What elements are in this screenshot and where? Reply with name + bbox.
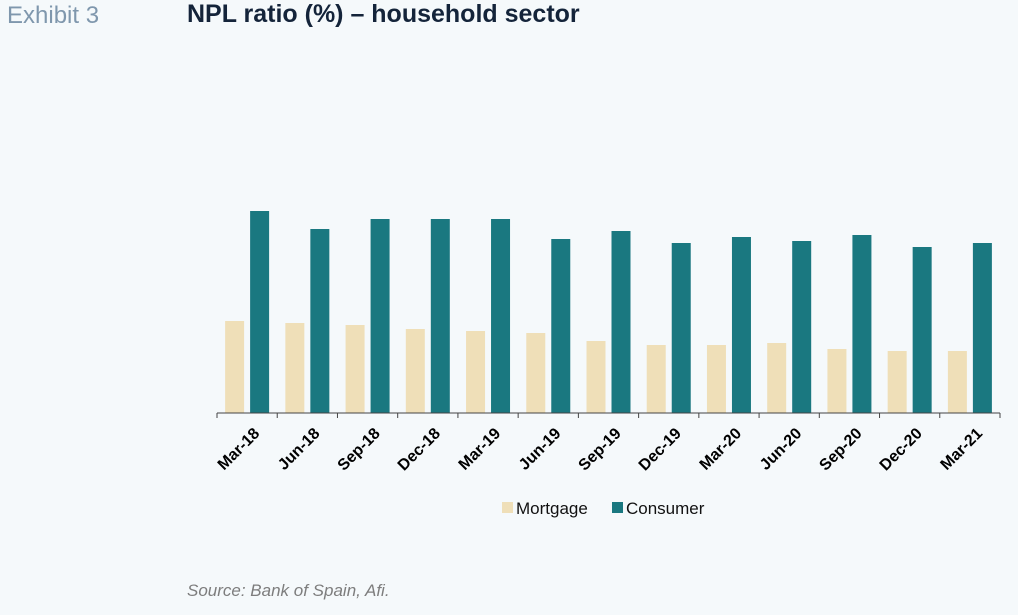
x-tick-label: Jun-20 <box>757 425 806 474</box>
x-tick-labels: Mar-18 Jun-18 Sep-18 Dec-18 Mar-19 Jun-19 Sep-… <box>215 425 986 474</box>
bar-mortgage-mar-19 <box>466 331 486 413</box>
exhibit-label: Exhibit 3 <box>7 2 100 29</box>
x-tick-label: Sep-20 <box>816 425 865 474</box>
x-tick-label: Mar-19 <box>456 425 505 474</box>
bar-consumer-dec-20 <box>912 247 932 413</box>
x-axis <box>216 412 1001 418</box>
x-tick-label: Sep-18 <box>335 425 384 474</box>
bar-mortgage-jun-19 <box>526 333 546 413</box>
legend-label-consumer: Consumer <box>626 499 705 518</box>
x-tick-label: Jun-18 <box>275 425 324 474</box>
bar-mortgage-sep-19 <box>586 341 606 413</box>
bar-mortgage-dec-19 <box>646 345 666 413</box>
bar-mortgage-dec-18 <box>405 329 425 413</box>
legend: Mortgage Consumer <box>502 499 705 518</box>
bar-mortgage-dec-20 <box>887 351 907 413</box>
bar-consumer-jun-20 <box>792 241 812 413</box>
x-tick-label: Mar-21 <box>938 425 987 474</box>
bar-consumer-jun-19 <box>551 239 571 413</box>
bar-mortgage-sep-18 <box>345 325 365 413</box>
bar-mortgage-mar-21 <box>947 351 967 413</box>
legend-swatch-mortgage <box>502 502 513 513</box>
bar-consumer-jun-18 <box>310 229 330 413</box>
bar-mortgage-sep-20 <box>827 349 847 413</box>
bar-consumer-dec-19 <box>671 243 691 413</box>
x-tick-label: Sep-19 <box>576 425 625 474</box>
bars-group <box>225 211 992 413</box>
x-tick-label: Mar-18 <box>215 425 264 474</box>
bar-mortgage-mar-20 <box>706 345 726 413</box>
bar-mortgage-jun-18 <box>285 323 305 413</box>
bar-consumer-mar-20 <box>731 237 751 413</box>
bar-mortgage-mar-18 <box>225 321 245 413</box>
bar-consumer-sep-20 <box>852 235 872 413</box>
legend-swatch-consumer <box>612 502 623 513</box>
x-tick-label: Dec-18 <box>395 425 444 474</box>
x-tick-label: Dec-19 <box>636 425 685 474</box>
bar-consumer-sep-18 <box>370 219 390 413</box>
bar-consumer-sep-19 <box>611 231 631 413</box>
x-tick-label: Jun-19 <box>516 425 565 474</box>
bar-mortgage-jun-20 <box>767 343 787 413</box>
bar-consumer-mar-21 <box>972 243 992 413</box>
bar-consumer-mar-19 <box>491 219 511 413</box>
x-tick-label: Mar-20 <box>697 425 746 474</box>
bar-consumer-dec-18 <box>430 219 450 413</box>
legend-label-mortgage: Mortgage <box>516 499 588 518</box>
bar-consumer-mar-18 <box>250 211 270 413</box>
source-note: Source: Bank of Spain, Afi. <box>187 581 390 600</box>
x-tick-label: Dec-20 <box>877 425 926 474</box>
chart-title: NPL ratio (%) – household sector <box>187 0 580 28</box>
